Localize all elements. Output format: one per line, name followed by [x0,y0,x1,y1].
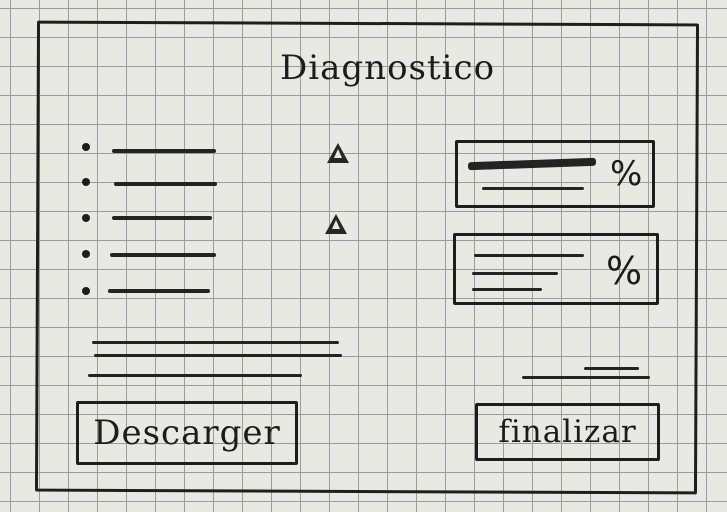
bullet-icon [82,143,90,151]
bullet-icon [82,287,90,295]
description-line [92,341,339,344]
bullet-icon [82,178,90,186]
list-item-text-placeholder [112,216,212,220]
description-line [94,354,342,357]
card-text-placeholder [482,187,584,190]
card-percent: % [606,249,643,293]
download-button[interactable]: Descarger [76,401,298,465]
warning-icon [325,214,347,234]
finish-button-label: finalizar [498,414,637,450]
card-percent: % [610,154,643,194]
list-item-text-placeholder [108,289,210,293]
list-item-text-placeholder [110,253,216,257]
finish-button[interactable]: finalizar [475,403,660,461]
list-item-text-placeholder [114,182,217,186]
bullet-icon [82,214,90,222]
summary-card: % [455,140,655,208]
card-text-placeholder [472,272,558,275]
list-item-text-placeholder [112,149,216,153]
summary-card: % [453,233,659,305]
download-button-label: Descarger [93,413,281,453]
small-text-placeholder [522,376,650,379]
card-text-placeholder [472,288,542,291]
card-progress-bar [467,157,597,171]
card-text-placeholder [474,254,584,257]
small-text-placeholder [584,367,639,370]
warning-icon [327,143,349,163]
page-title: Diagnostico [280,48,496,88]
bullet-icon [82,250,90,258]
description-line [88,374,302,377]
